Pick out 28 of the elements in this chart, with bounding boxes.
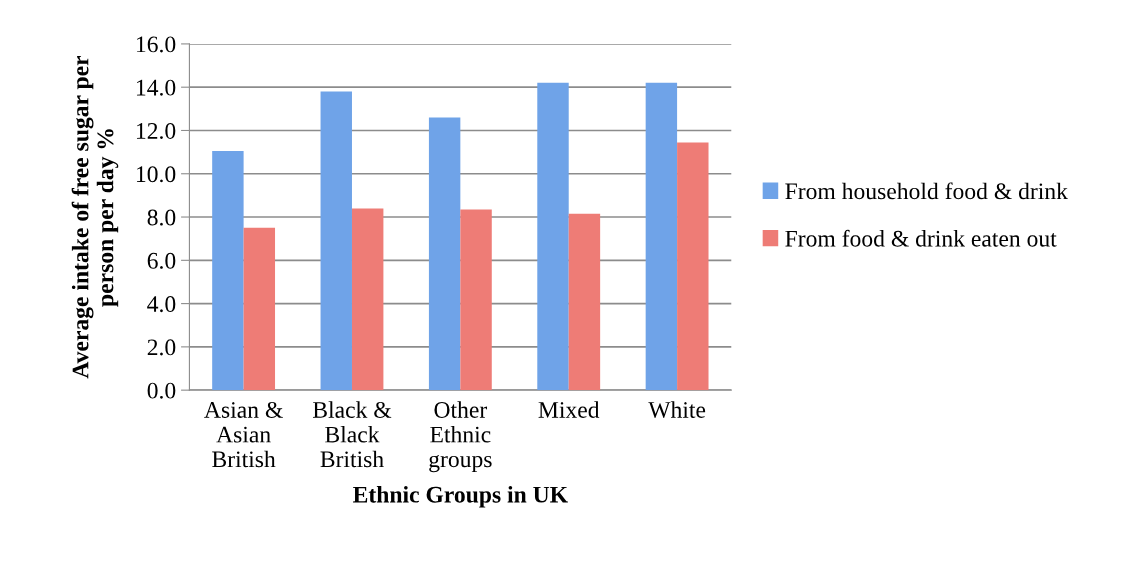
bar <box>645 82 678 391</box>
bar <box>460 209 492 391</box>
x-tick-label: Asian & Asian British <box>204 401 283 468</box>
x-tick-label: Mixed <box>538 401 600 418</box>
bar <box>537 82 569 391</box>
bar <box>568 213 601 391</box>
bar <box>677 142 709 391</box>
y-tick-label: 6.0 <box>147 252 176 269</box>
bar <box>212 151 244 391</box>
bar <box>428 117 461 391</box>
bar <box>351 208 384 391</box>
x-tick-label: Black & Black British <box>312 401 392 468</box>
y-axis-title: Average intake of free sugar per person per day % <box>71 55 119 379</box>
y-tick-label: 12.0 <box>136 122 176 139</box>
bar <box>243 227 276 391</box>
y-tick-label: 16.0 <box>136 36 176 53</box>
legend-label: From household food & drink <box>785 182 1068 200</box>
x-tick-label: White <box>648 401 706 419</box>
bar <box>320 91 352 391</box>
x-tick-label: Other Ethnic groups <box>429 401 492 473</box>
y-tick-label: 2.0 <box>147 339 176 356</box>
y-tick-label: 0.0 <box>147 382 176 399</box>
y-tick-label: 14.0 <box>136 79 176 96</box>
y-tick-label: 4.0 <box>147 296 176 313</box>
y-tick-label: 8.0 <box>147 209 176 226</box>
legend-label: From food & drink eaten out <box>785 229 1057 247</box>
x-axis-title: Ethnic Groups in UK <box>353 486 568 508</box>
y-tick-label: 10.0 <box>136 166 176 183</box>
